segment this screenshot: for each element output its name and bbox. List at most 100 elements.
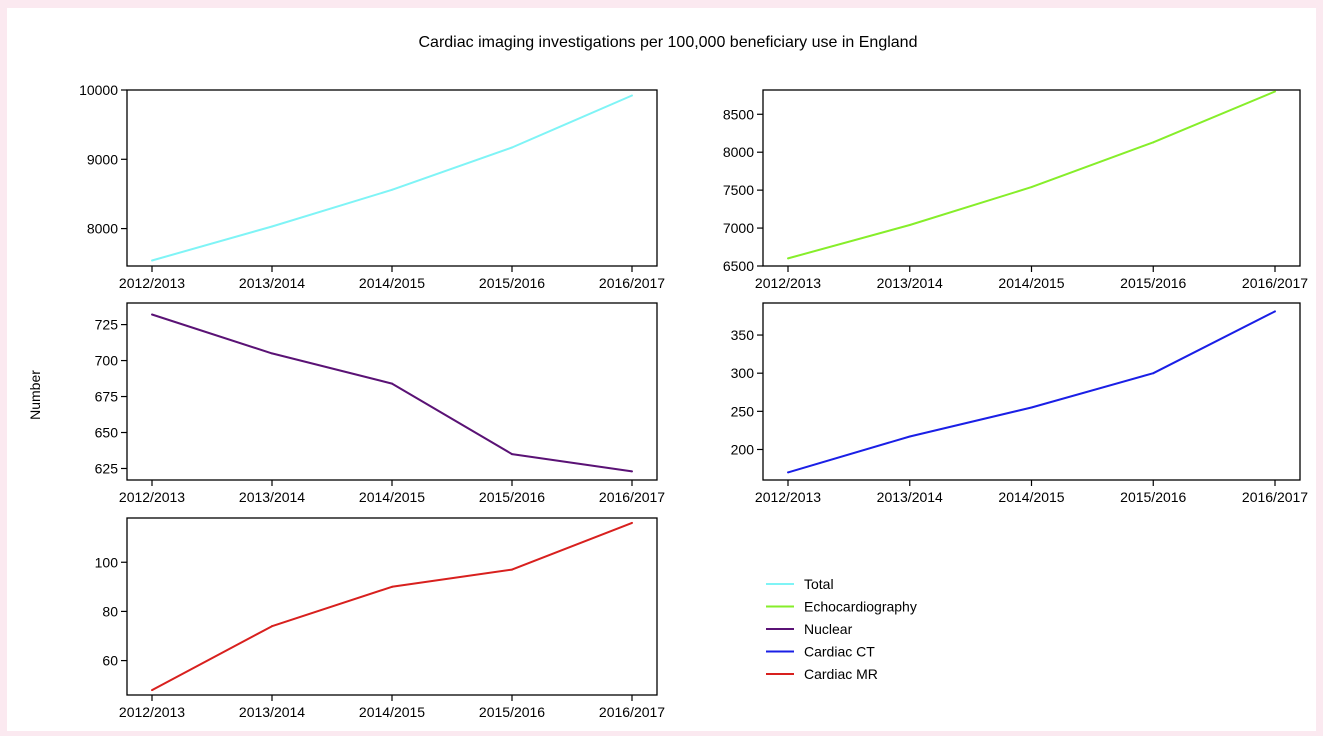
y-tick-label: 250	[731, 403, 755, 419]
data-point-total	[511, 146, 513, 149]
x-tick-label: 2014/2015	[359, 704, 425, 720]
chart-title: Cardiac imaging investigations per 100,0…	[419, 34, 918, 51]
data-point-total	[271, 225, 273, 228]
x-tick-label: 2013/2014	[239, 489, 305, 505]
legend-label: Cardiac MR	[804, 666, 878, 682]
chart-svg: Cardiac imaging investigations per 100,0…	[27, 34, 1308, 720]
panel-total: 8000 9000 10000 2012/2013 2013/2014 2014/2015…	[79, 82, 665, 291]
x-tick-label: 2013/2014	[877, 275, 943, 291]
y-tick-label: 300	[731, 365, 755, 381]
y-tick-label: 60	[102, 653, 118, 669]
legend-label: Total	[804, 576, 834, 592]
legend: Total Echocardiography Nuclear Cardiac CT Ca…	[766, 576, 917, 682]
legend-item-total: Total	[766, 576, 834, 592]
data-point-cardiac-ct	[1152, 372, 1155, 375]
series-line-nuclear	[151, 313, 633, 473]
y-tick-label: 7000	[723, 220, 754, 236]
x-tick-label: 2014/2015	[359, 489, 425, 505]
legend-item-cardiac-mr: Cardiac MR	[766, 666, 878, 682]
data-point-echocardiography	[1152, 141, 1155, 144]
x-tick-label: 2015/2016	[1120, 275, 1186, 291]
data-point-cardiac-mr	[151, 689, 153, 692]
y-tick-label: 675	[95, 389, 119, 405]
x-tick-label: 2015/2016	[1120, 489, 1186, 505]
x-tick-label: 2013/2014	[877, 489, 943, 505]
data-point-nuclear	[511, 453, 513, 456]
x-tick-label: 2016/2017	[599, 704, 665, 720]
data-point-cardiac-mr	[271, 625, 273, 628]
panel-frame	[126, 302, 658, 481]
x-tick-label: 2012/2013	[755, 275, 821, 291]
y-tick-label: 350	[731, 327, 755, 343]
data-point-cardiac-mr	[631, 521, 633, 524]
legend-item-echocardiography: Echocardiography	[766, 599, 917, 615]
panels-group: 8000 9000 10000 2012/2013 2013/2014 2014/2015…	[79, 82, 1308, 720]
y-tick-label: 700	[95, 353, 119, 369]
data-point-cardiac-mr	[511, 568, 513, 571]
y-tick-label: 650	[95, 425, 119, 441]
panel-cardiac-ct: 200 250 300 350 2012/2013 2013/2014 2014/2015 2…	[731, 302, 1308, 505]
y-tick-label: 9000	[87, 151, 118, 167]
x-tick-label: 2012/2013	[119, 489, 185, 505]
x-tick-label: 2016/2017	[1242, 275, 1308, 291]
legend-item-cardiac-ct: Cardiac CT	[766, 644, 875, 660]
panel-nuclear: 625 650 675 700 725 2012/2013 2013/2014 2014/20…	[95, 302, 665, 505]
data-point-total	[151, 259, 153, 262]
x-tick-label: 2015/2016	[479, 275, 545, 291]
x-tick-label: 2016/2017	[599, 489, 665, 505]
y-tick-label: 200	[731, 441, 755, 457]
x-tick-label: 2014/2015	[998, 489, 1064, 505]
data-point-echocardiography	[908, 224, 911, 227]
data-point-nuclear	[391, 382, 393, 385]
y-tick-label: 6500	[723, 258, 754, 274]
y-tick-label: 625	[95, 460, 119, 476]
data-point-total	[391, 188, 393, 191]
x-tick-label: 2014/2015	[359, 275, 425, 291]
y-tick-label: 8500	[723, 106, 754, 122]
data-point-nuclear	[151, 313, 153, 316]
data-point-cardiac-ct	[787, 471, 789, 474]
x-tick-label: 2014/2015	[998, 275, 1064, 291]
panel-cardiac-mr: 60 80 100 2012/2013 2013/2014 2014/2015 2015/2…	[95, 517, 665, 720]
x-tick-label: 2016/2017	[1242, 489, 1308, 505]
panel-frame	[762, 89, 1301, 267]
y-tick-label: 7500	[723, 182, 754, 198]
y-axis-label: Number	[27, 370, 43, 420]
x-tick-label: 2012/2013	[119, 704, 185, 720]
data-point-cardiac-ct	[1030, 406, 1033, 409]
series-line-cardiac-ct	[787, 310, 1276, 474]
data-point-echocardiography	[1274, 90, 1276, 93]
x-tick-label: 2015/2016	[479, 489, 545, 505]
y-tick-label: 100	[95, 554, 119, 570]
panel-frame	[762, 302, 1301, 481]
x-tick-label: 2013/2014	[239, 704, 305, 720]
data-point-echocardiography	[787, 257, 789, 260]
data-point-total	[631, 94, 633, 97]
data-point-cardiac-mr	[391, 585, 393, 588]
y-tick-label: 8000	[723, 144, 754, 160]
y-tick-label: 8000	[87, 221, 118, 237]
panel-frame	[126, 89, 658, 267]
legend-item-nuclear: Nuclear	[766, 621, 853, 637]
data-point-echocardiography	[1030, 186, 1033, 189]
figure-canvas: Cardiac imaging investigations per 100,0…	[7, 8, 1316, 731]
legend-label: Nuclear	[804, 621, 853, 637]
y-tick-label: 10000	[79, 82, 118, 98]
x-tick-label: 2012/2013	[119, 275, 185, 291]
legend-label: Cardiac CT	[804, 644, 875, 660]
data-point-nuclear	[631, 470, 633, 473]
y-tick-label: 725	[95, 317, 119, 333]
x-tick-label: 2012/2013	[755, 489, 821, 505]
series-line-echocardiography	[787, 90, 1276, 260]
x-tick-label: 2016/2017	[599, 275, 665, 291]
series-line-total	[151, 94, 633, 262]
x-tick-label: 2015/2016	[479, 704, 545, 720]
panel-echocardiography: 6500 7000 7500 8000 8500 2012/2013 2013/2014 20…	[723, 89, 1308, 291]
data-point-nuclear	[271, 352, 273, 355]
legend-label: Echocardiography	[804, 599, 917, 615]
data-point-cardiac-ct	[1274, 310, 1276, 313]
x-tick-label: 2013/2014	[239, 275, 305, 291]
series-line-cardiac-mr	[151, 521, 633, 691]
data-point-cardiac-ct	[908, 435, 911, 438]
y-tick-label: 80	[102, 603, 118, 619]
